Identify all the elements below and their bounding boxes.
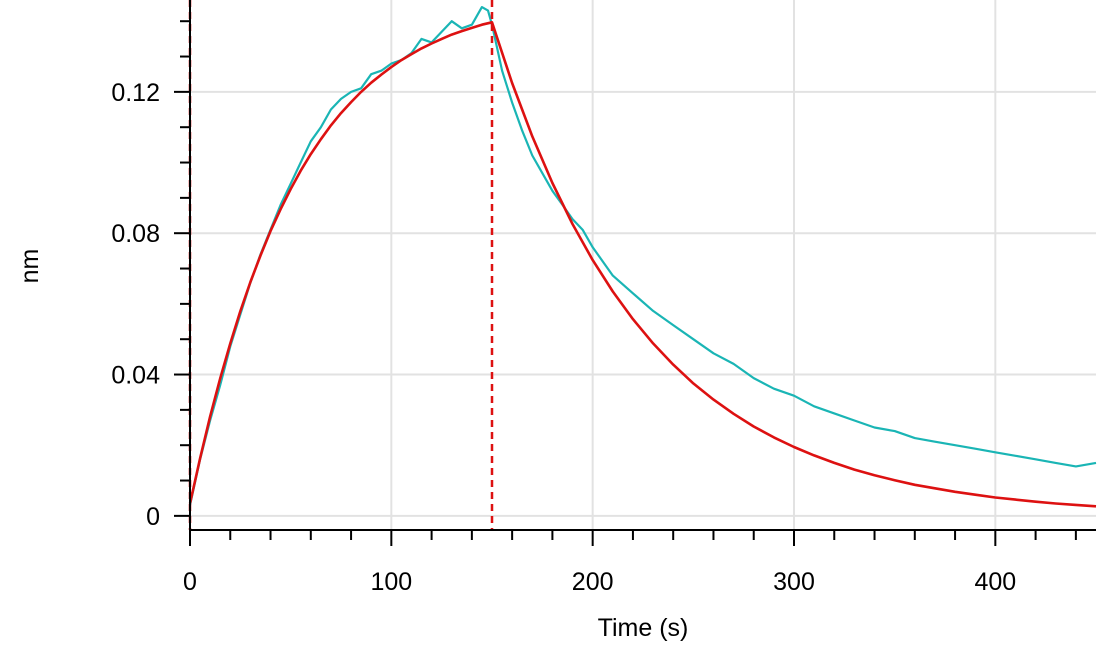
x-tick-label: 0 (183, 568, 197, 596)
axes: 0 100 200 300 400 0 0.04 0.08 0.12 (111, 0, 1096, 596)
x-tick-label: 400 (974, 568, 1016, 596)
x-tick-label: 300 (773, 568, 815, 596)
phase-markers (188, 0, 494, 530)
grid (190, 0, 1096, 530)
y-tick-label: 0.04 (111, 362, 160, 390)
series-line-fit (188, 20, 1097, 508)
x-tick-label: 200 (572, 568, 614, 596)
y-axis-title: nm (16, 249, 44, 284)
y-tick-label: 0 (146, 503, 160, 531)
y-tick-label: 0.08 (111, 220, 160, 248)
x-axis-title: Time (s) (598, 614, 689, 642)
x-tick-label: 100 (370, 568, 412, 596)
y-tick-label: 0.12 (111, 79, 160, 107)
plot-area (188, 5, 1097, 508)
series-line-measured (188, 5, 1097, 506)
